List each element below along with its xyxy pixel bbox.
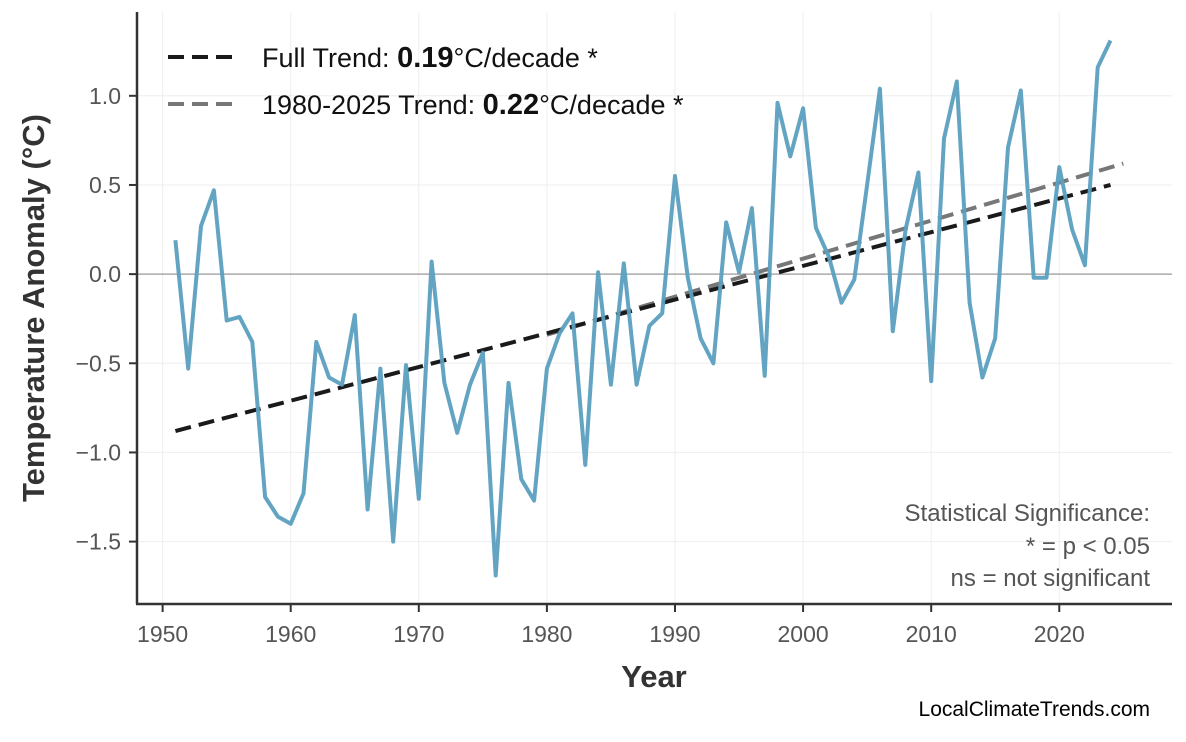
trend-line-full bbox=[174, 183, 1112, 433]
y-axis-label: Temperature Anomaly (°C) bbox=[16, 114, 51, 502]
y-tick-label: 1.0 bbox=[89, 83, 121, 109]
x-tick-label: 2020 bbox=[1034, 621, 1085, 647]
series-line bbox=[173, 39, 1113, 578]
y-tick-label: −0.5 bbox=[76, 350, 121, 376]
legend-entry-recent: 1980-2025 Trend: 0.22°C/decade * bbox=[262, 89, 684, 121]
x-axis-label: Year bbox=[621, 659, 687, 694]
x-tick-label: 2010 bbox=[906, 621, 957, 647]
trend-line-recent bbox=[546, 161, 1124, 337]
x-tick-label: 1970 bbox=[393, 621, 444, 647]
trend-lines bbox=[174, 161, 1124, 433]
significance-title: Statistical Significance: bbox=[905, 500, 1150, 527]
ticks: 1950 1960 1970 1980 1990 2000 2010 2020 −1.5 −1.0… bbox=[76, 83, 1085, 647]
legend: Full Trend: 0.19°C/decade * 1980-2025 Tr… bbox=[168, 42, 684, 121]
x-tick-label: 1990 bbox=[649, 621, 700, 647]
x-tick-label: 2000 bbox=[778, 621, 829, 647]
significance-star: * = p < 0.05 bbox=[1026, 533, 1150, 560]
y-tick-label: 0.5 bbox=[89, 172, 121, 198]
x-tick-label: 1980 bbox=[521, 621, 572, 647]
legend-entry-full: Full Trend: 0.19°C/decade * bbox=[262, 42, 598, 74]
y-tick-label: −1.5 bbox=[76, 529, 121, 555]
y-tick-label: −1.0 bbox=[76, 439, 121, 465]
significance-note: Statistical Significance: * = p < 0.05 n… bbox=[905, 500, 1151, 592]
x-tick-label: 1950 bbox=[137, 621, 188, 647]
y-tick-label: 0.0 bbox=[89, 261, 121, 287]
credit-text: LocalClimateTrends.com bbox=[919, 698, 1150, 721]
significance-ns: ns = not significant bbox=[951, 565, 1151, 592]
x-tick-label: 1960 bbox=[265, 621, 316, 647]
